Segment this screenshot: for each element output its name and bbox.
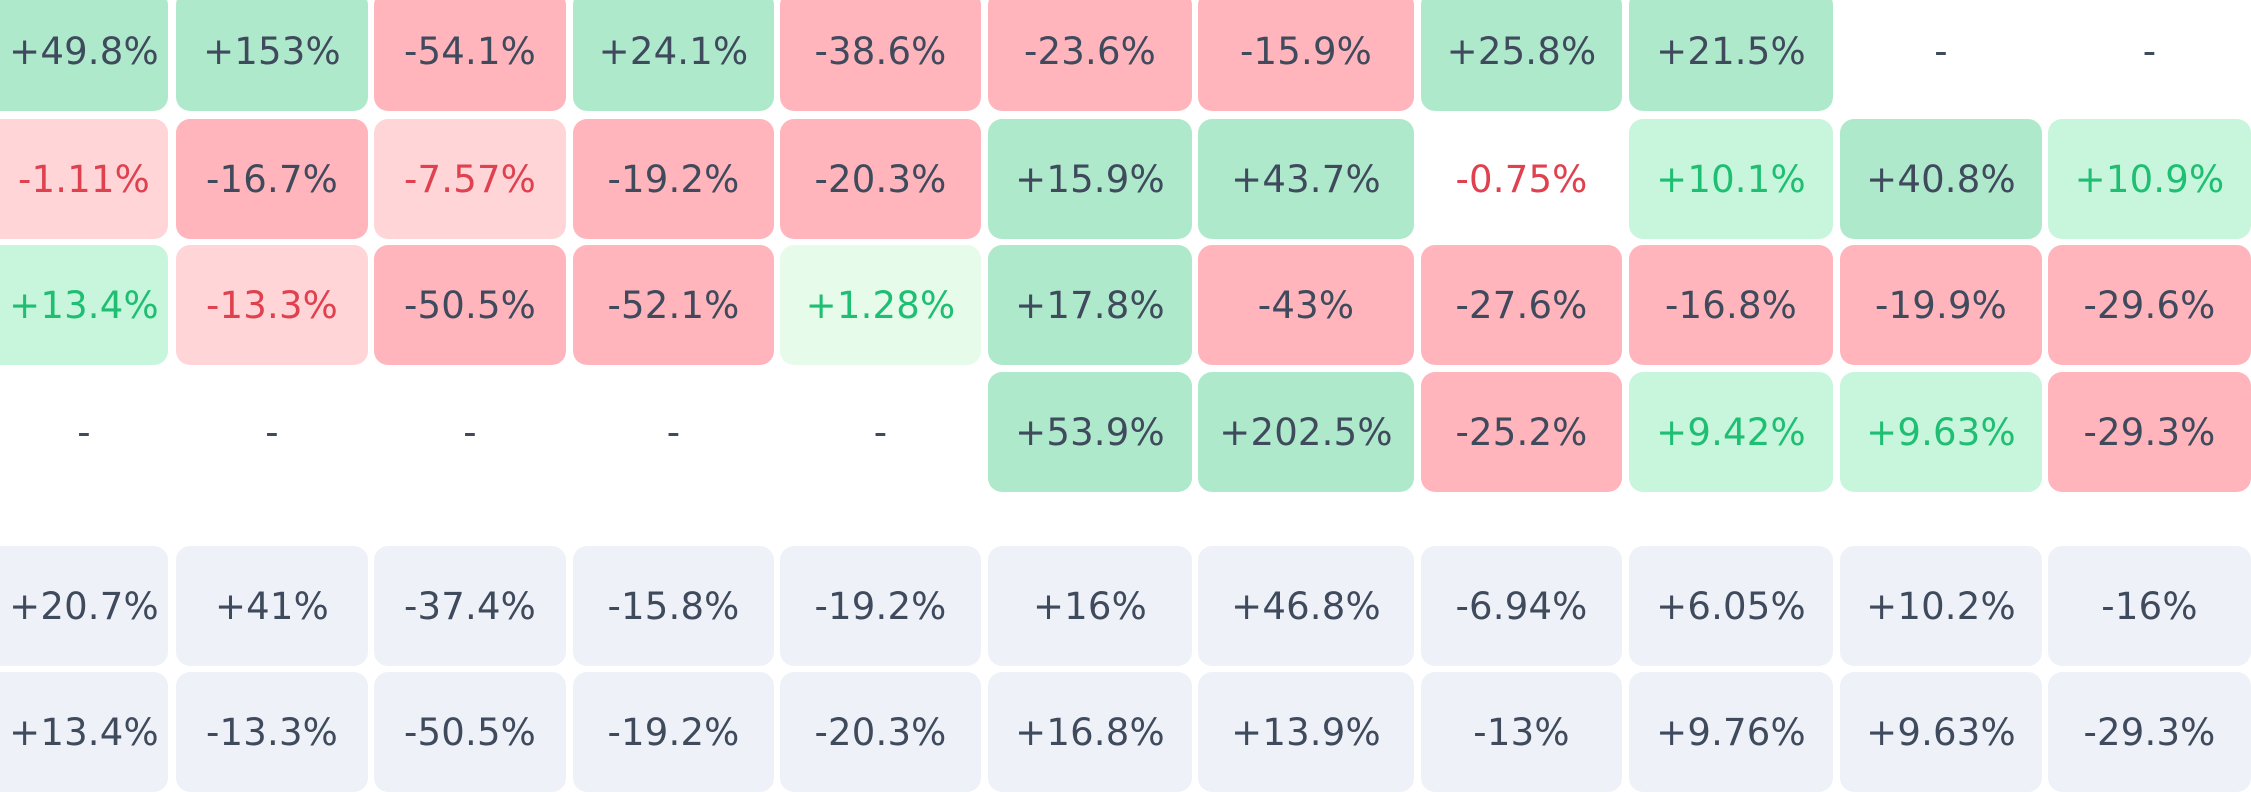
percent-change-cell: -29.6% [2048,245,2251,365]
percent-change-cell: +9.63% [1840,372,2042,492]
empty-cell: - [666,410,681,454]
percent-change-cell: -29.3% [2048,672,2251,792]
empty-cell: - [77,410,91,454]
percent-change-cell: -6.94% [1421,546,1622,666]
percent-change-cell: +202.5% [1198,372,1414,492]
empty-cell: - [265,410,279,454]
percent-change-cell: +16.8% [988,672,1192,792]
percent-change-cell: -25.2% [1421,372,1622,492]
summary-row: +13.4% -13.3% -50.5% -19.2% -20.3% +16.8% +13.… [0,672,2251,792]
percent-change-cell: +6.05% [1629,546,1833,666]
percent-change-cell: -50.5% [374,245,566,365]
percent-change-cell: -13.3% [176,672,368,792]
percent-change-cell: -15.8% [573,546,774,666]
percent-change-cell: -52.1% [573,245,774,365]
empty-cell: - [1934,29,1948,73]
percent-change-cell: +13.9% [1198,672,1414,792]
percent-change-cell: -1.11% [0,119,168,239]
percent-change-cell: -19.2% [573,119,774,239]
percent-change-cell: -27.6% [1421,245,1622,365]
percent-change-cell: -16% [2048,546,2251,666]
percent-change-cell: +41% [176,546,368,666]
percent-change-cell: +49.8% [0,0,168,111]
percent-change-cell: -20.3% [780,672,981,792]
percent-change-cell: -16.7% [176,119,368,239]
percent-change-cell: +9.63% [1840,672,2042,792]
percent-change-cell: -37.4% [374,546,566,666]
percent-change-cell: +43.7% [1198,119,1414,239]
empty-cell: - [873,410,888,454]
percent-change-cell: +40.8% [1840,119,2042,239]
percent-change-cell: -19.9% [1840,245,2042,365]
data-row: -1.11% -16.7% -7.57% -19.2% -20.3% +15.9% +43.… [0,119,2251,239]
percent-change-cell: +16% [988,546,1192,666]
percent-change-cell: -13.3% [176,245,368,365]
percent-change-cell: +25.8% [1421,0,1622,111]
percent-change-cell: -19.2% [573,672,774,792]
percent-change-cell: +17.8% [988,245,1192,365]
percent-change-cell: +9.42% [1629,372,1833,492]
summary-row: +20.7% +41% -37.4% -15.8% -19.2% +16% +46.8% -6… [0,546,2251,666]
percent-change-cell: -13% [1421,672,1622,792]
percent-change-cell: +1.28% [780,245,981,365]
percent-change-cell: +10.2% [1840,546,2042,666]
percent-change-cell: -50.5% [374,672,566,792]
data-row: +13.4% -13.3% -50.5% -52.1% +1.28% +17.8% -43%… [0,245,2251,365]
percent-change-cell: -23.6% [988,0,1192,111]
percent-change-cell: -54.1% [374,0,566,111]
percent-change-cell: -0.75% [1455,157,1588,201]
percent-change-cell: -15.9% [1198,0,1414,111]
percent-change-cell: -29.3% [2048,372,2251,492]
percent-change-cell: -16.8% [1629,245,1833,365]
percent-change-cell: -20.3% [780,119,981,239]
percent-change-cell: -43% [1198,245,1414,365]
percent-change-cell: +15.9% [988,119,1192,239]
percent-change-cell: -19.2% [780,546,981,666]
percent-change-cell: +153% [176,0,368,111]
data-row: - - - - - +53.9% +202.5% -25.2% +9.42% +9.63% -29.… [0,372,2251,492]
percent-change-cell: +10.1% [1629,119,1833,239]
empty-cell: - [463,410,477,454]
percent-change-cell: +13.4% [0,245,168,365]
empty-cell: - [2142,29,2157,73]
percent-change-cell: -38.6% [780,0,981,111]
percent-change-cell: +46.8% [1198,546,1414,666]
percent-change-cell: +53.9% [988,372,1192,492]
percent-change-cell: +21.5% [1629,0,1833,111]
percent-change-cell: +10.9% [2048,119,2251,239]
percent-change-cell: +24.1% [573,0,774,111]
percent-change-cell: +9.76% [1629,672,1833,792]
percent-change-cell: +13.4% [0,672,168,792]
data-row: +49.8% +153% -54.1% +24.1% -38.6% -23.6% -15.9… [0,0,2251,111]
percent-change-cell: +20.7% [0,546,168,666]
percent-change-cell: -7.57% [374,119,566,239]
